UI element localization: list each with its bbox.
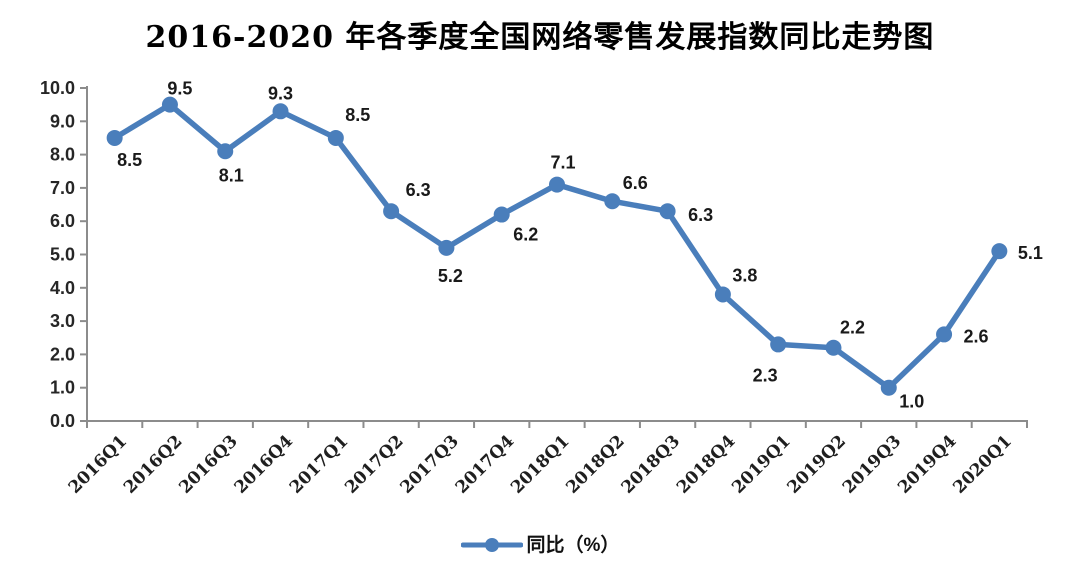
data-point-label: 6.3 xyxy=(406,180,431,200)
legend: 同比（%） xyxy=(0,528,1080,562)
data-point-label: 5.1 xyxy=(1018,243,1043,263)
data-point-label: 8.5 xyxy=(117,150,142,170)
data-point xyxy=(825,339,842,356)
data-point xyxy=(217,143,234,160)
data-point-label: 8.1 xyxy=(219,165,244,185)
y-axis-label: 9.0 xyxy=(50,111,75,131)
data-point-label: 1.0 xyxy=(899,392,924,412)
y-axis-label: 6.0 xyxy=(50,211,75,231)
x-axis-label: 2019Q1 xyxy=(728,431,794,497)
data-point xyxy=(770,336,787,353)
data-point xyxy=(327,129,344,146)
data-point-label: 2.3 xyxy=(753,365,778,385)
x-axis-label: 2020Q1 xyxy=(949,431,1015,497)
x-axis-label: 2017Q3 xyxy=(397,431,463,497)
x-axis-label: 2016Q3 xyxy=(175,431,241,497)
x-axis-label: 2018Q4 xyxy=(673,431,740,498)
data-point-label: 2.2 xyxy=(840,318,865,338)
data-point xyxy=(604,193,621,210)
legend-dot xyxy=(484,538,499,552)
x-axis-label: 2018Q3 xyxy=(618,431,684,497)
data-point xyxy=(714,286,731,303)
x-axis-label: 2016Q1 xyxy=(65,431,131,497)
data-point-label: 6.6 xyxy=(623,173,648,193)
data-point xyxy=(272,103,289,120)
data-point xyxy=(161,96,178,113)
x-axis-label: 2016Q2 xyxy=(120,431,186,497)
data-point-label: 8.5 xyxy=(345,105,370,125)
x-axis-label: 2018Q1 xyxy=(507,431,573,497)
data-point-label: 2.6 xyxy=(964,326,989,346)
y-axis-label: 10.0 xyxy=(40,78,75,98)
data-point xyxy=(493,206,510,223)
data-point xyxy=(549,176,565,193)
y-axis-label: 8.0 xyxy=(50,145,75,165)
data-point xyxy=(991,243,1008,260)
y-axis-label: 4.0 xyxy=(50,278,75,298)
data-point xyxy=(936,326,953,343)
x-axis-label: 2019Q2 xyxy=(784,431,850,497)
data-point xyxy=(383,203,400,220)
x-axis-label: 2019Q3 xyxy=(839,431,905,497)
data-point-label: 5.2 xyxy=(438,266,463,286)
x-axis-label: 2017Q4 xyxy=(452,431,519,498)
y-axis-label: 5.0 xyxy=(50,245,75,265)
data-point-label: 6.2 xyxy=(513,225,538,245)
legend-label: 同比（%） xyxy=(526,534,620,556)
data-point xyxy=(106,129,123,146)
data-point xyxy=(880,379,897,396)
y-axis-label: 7.0 xyxy=(50,178,75,198)
x-axis-label: 2016Q4 xyxy=(231,431,298,498)
legend-line-marker-icon xyxy=(460,538,523,552)
data-point-label: 7.1 xyxy=(550,153,575,173)
data-point-label: 6.3 xyxy=(688,205,713,225)
data-point xyxy=(659,203,676,220)
data-point-label: 9.3 xyxy=(268,83,293,103)
chart-title: 2016-2020 年各季度全国网络零售发展指数同比走势图 xyxy=(145,20,935,55)
x-axis-label: 2018Q2 xyxy=(562,431,628,497)
x-axis-label: 2017Q2 xyxy=(341,431,407,497)
data-point-label: 3.8 xyxy=(732,265,757,285)
data-point-label: 9.5 xyxy=(167,79,192,99)
x-axis-label: 2017Q1 xyxy=(286,431,352,497)
series-line xyxy=(111,101,1003,391)
y-axis-label: 1.0 xyxy=(50,378,75,398)
y-axis-label: 3.0 xyxy=(50,311,75,331)
y-axis-label: 2.0 xyxy=(50,344,75,364)
data-point xyxy=(438,239,455,256)
x-axis-label: 2019Q4 xyxy=(894,431,961,498)
y-axis-label: 0.0 xyxy=(50,411,75,431)
